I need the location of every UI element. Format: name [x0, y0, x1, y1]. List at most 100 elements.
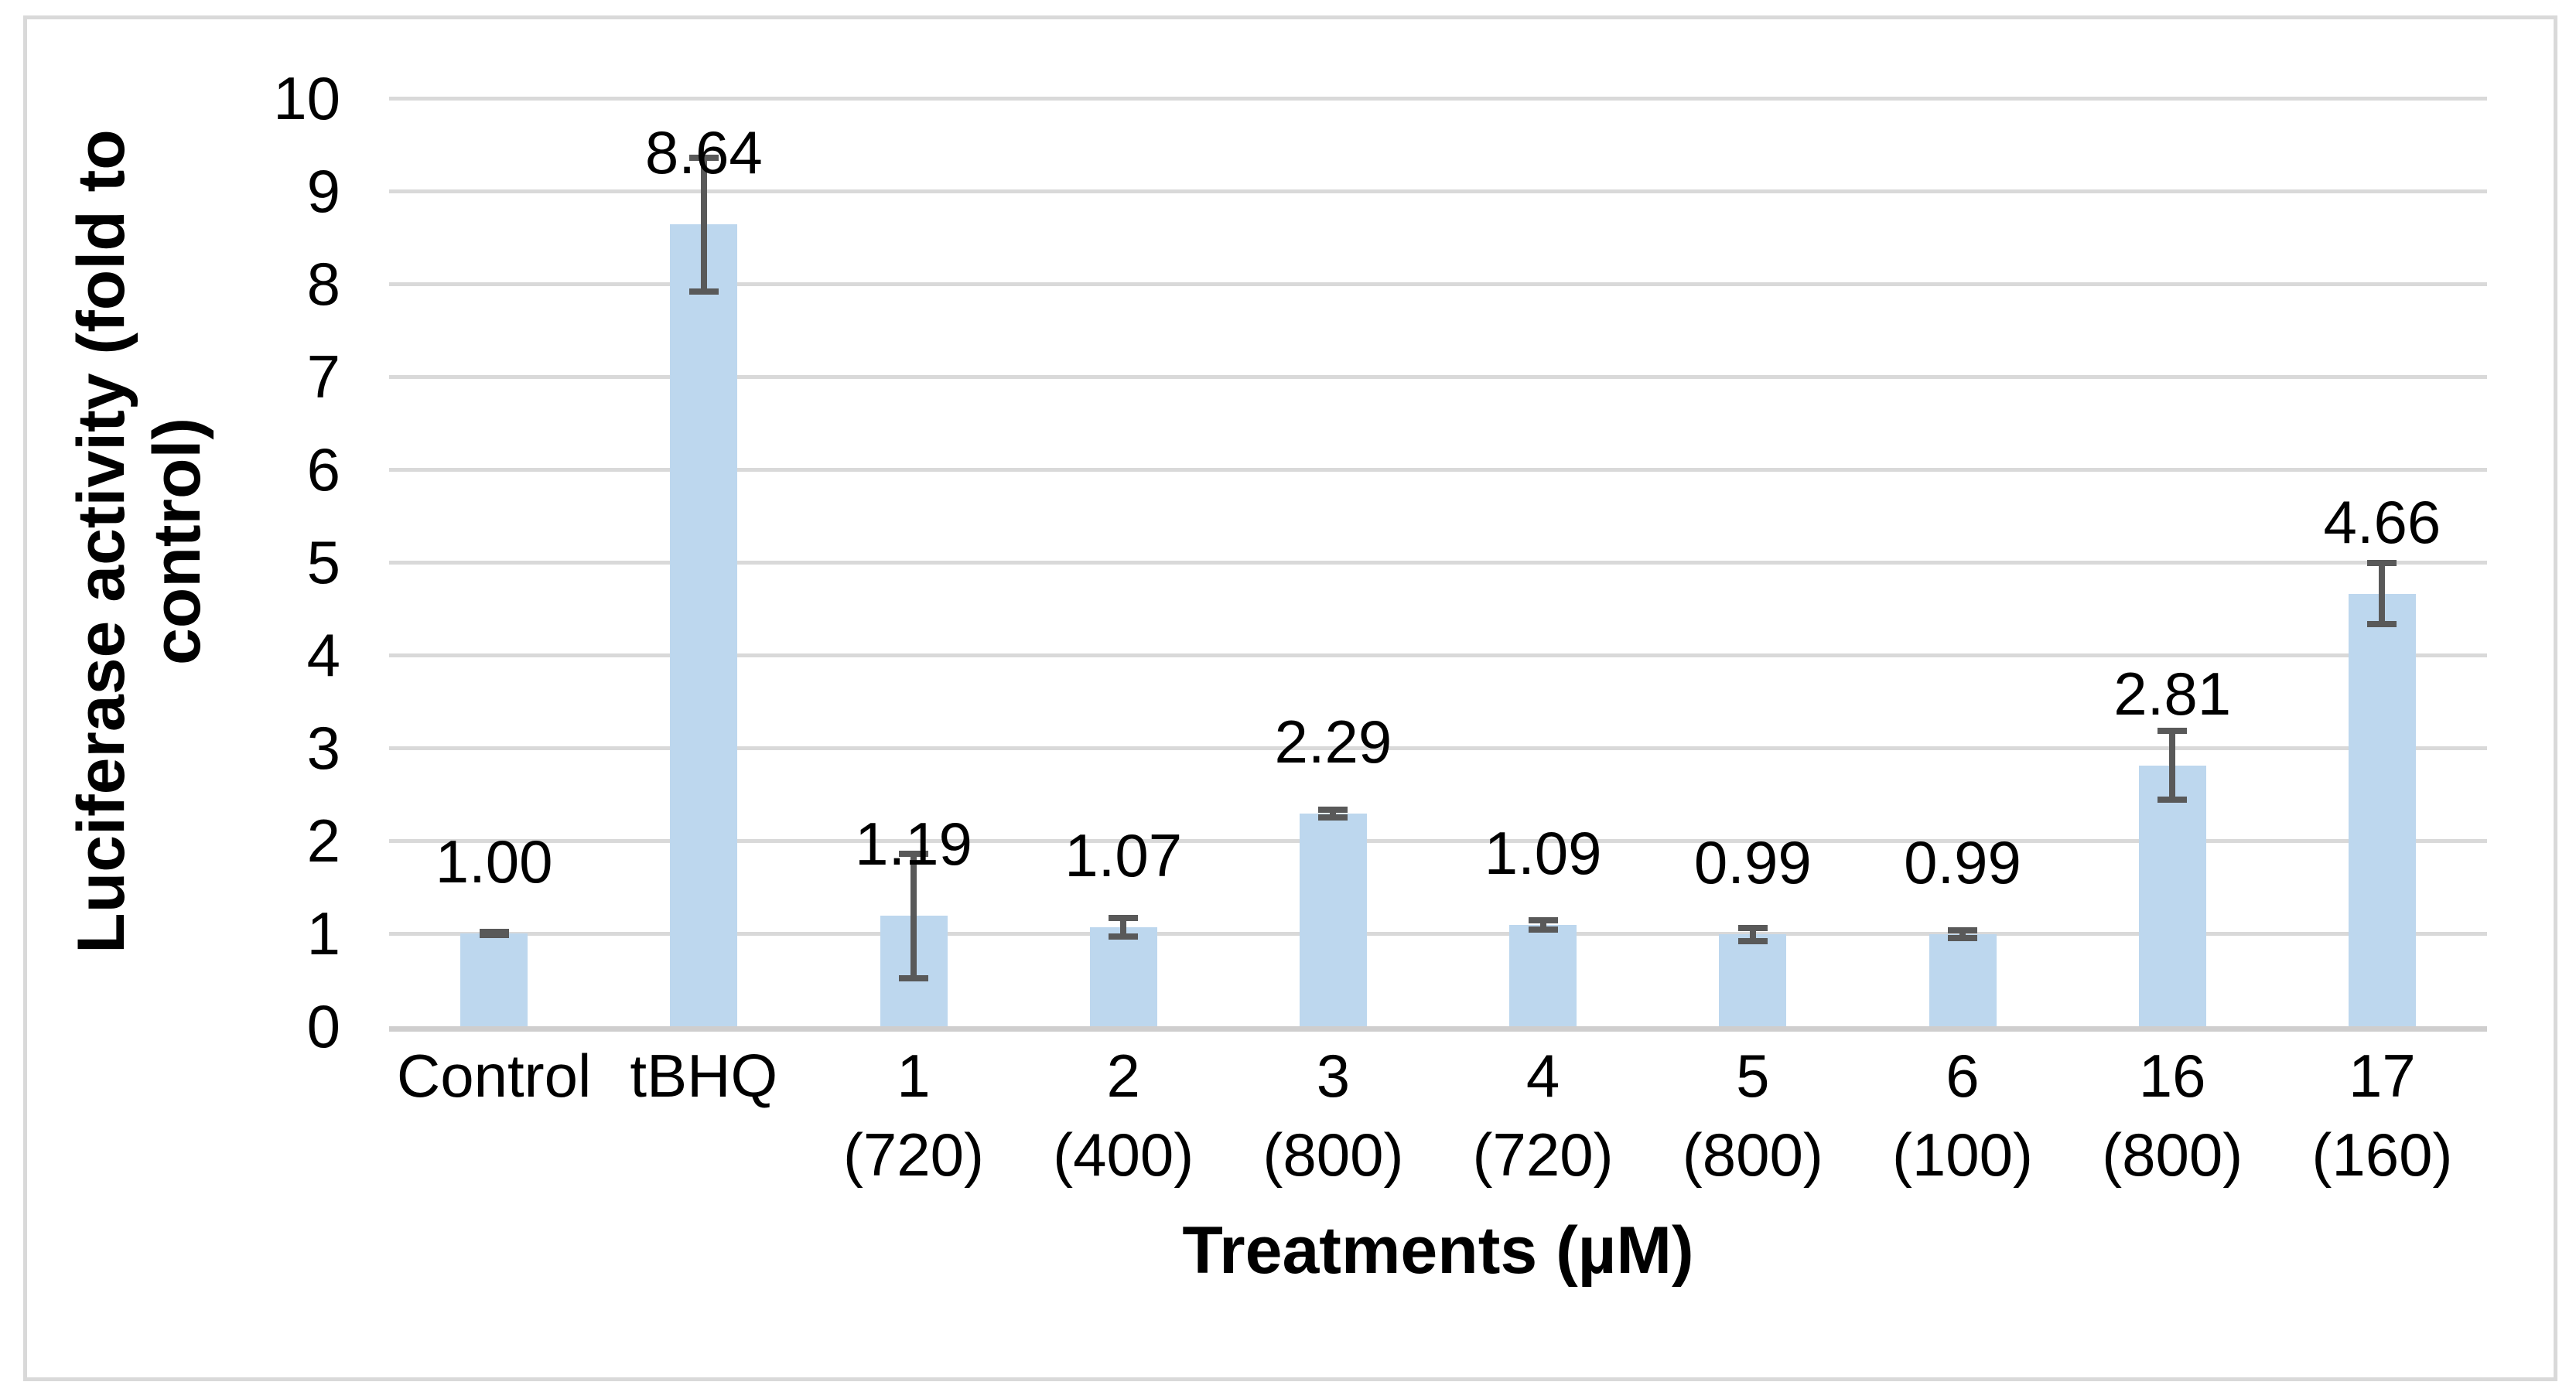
gridline	[389, 932, 2487, 936]
x-tick-label-line: (800)	[1262, 1121, 1404, 1189]
y-axis-title: Luciferase activity (fold to control)	[63, 129, 215, 954]
x-tick-label-line: 2	[1106, 1042, 1140, 1110]
x-tick-label: 16 (800)	[2068, 1036, 2277, 1194]
error-bar	[700, 157, 707, 292]
x-tick-label-line: 4	[1525, 1042, 1560, 1110]
y-tick-label: 1	[306, 899, 340, 967]
error-bar	[1959, 930, 1966, 938]
error-bar-cap-top	[2157, 728, 2188, 735]
error-bar	[910, 853, 917, 978]
error-bar-cap-bottom	[1318, 814, 1348, 821]
x-tick-label-line: 1	[897, 1042, 931, 1110]
x-tick-label-line: 16	[2138, 1042, 2206, 1110]
gridline	[389, 653, 2487, 657]
y-tick-label: 4	[306, 621, 340, 689]
error-bar-cap-bottom	[1948, 935, 1977, 941]
x-tick-label-line: (720)	[1472, 1121, 1614, 1189]
error-bar-cap-top	[1737, 924, 1768, 931]
y-tick-label: 6	[306, 435, 340, 503]
error-bar-cap-top	[688, 154, 719, 161]
error-bar-cap-bottom	[2367, 621, 2397, 628]
data-label: 8.64	[644, 118, 763, 187]
error-bar-cap-top	[899, 850, 928, 857]
gridline	[389, 746, 2487, 750]
x-tick-label: 4 (720)	[1438, 1036, 1648, 1194]
error-bar	[2379, 563, 2386, 625]
x-tick-label-line: tBHQ	[630, 1042, 778, 1110]
data-label: 1.07	[1064, 821, 1183, 889]
y-tick-label: 9	[306, 157, 340, 225]
error-bar-cap-bottom	[899, 974, 928, 981]
data-label: 4.66	[2323, 487, 2441, 556]
gridline	[389, 97, 2487, 101]
bar-4(720)	[1509, 925, 1577, 1026]
x-tick-label-line: Control	[396, 1042, 592, 1110]
error-bar-cap-top	[1948, 927, 1977, 934]
x-tick-label-line: 5	[1736, 1042, 1770, 1110]
data-label: 0.99	[1904, 828, 2021, 897]
data-label: 2.81	[2113, 659, 2232, 728]
x-tick-label-line: 6	[1946, 1042, 1980, 1110]
y-tick-label: 7	[306, 343, 340, 411]
y-tick-label: 5	[306, 528, 340, 596]
y-tick-label: 0	[306, 992, 340, 1060]
chart-frame	[23, 15, 2557, 1381]
x-tick-label-line: (720)	[842, 1121, 985, 1189]
bar-16(800)	[2138, 765, 2206, 1026]
y-tick-label: 10	[273, 64, 340, 132]
x-tick-label-line: 3	[1316, 1042, 1351, 1110]
error-bar	[1539, 920, 1546, 930]
x-tick-label: Control	[389, 1036, 599, 1115]
error-bar-cap-bottom	[1737, 937, 1768, 944]
gridline	[389, 561, 2487, 565]
x-tick-label-line: (800)	[1682, 1121, 1823, 1189]
x-tick-label-line: (160)	[2311, 1121, 2453, 1189]
x-tick-label: 5 (800)	[1648, 1036, 1857, 1194]
bar-5(800)	[1719, 934, 1787, 1026]
x-axis-title: Treatments (µM)	[1182, 1213, 1694, 1288]
error-bar-cap-bottom	[2157, 797, 2188, 804]
x-tick-label: 17 (160)	[2277, 1036, 2487, 1194]
error-bar-cap-top	[479, 928, 509, 935]
error-bar-cap-bottom	[1528, 926, 1558, 933]
x-tick-label: 2 (400)	[1019, 1036, 1228, 1194]
error-bar	[1120, 917, 1127, 937]
gridline	[389, 839, 2487, 843]
data-label: 2.29	[1274, 708, 1392, 776]
x-tick-label-line: 17	[2349, 1042, 2416, 1110]
x-tick-label-line: (100)	[1891, 1121, 2034, 1189]
bar-3(800)	[1299, 814, 1367, 1026]
error-bar	[1330, 810, 1337, 817]
gridline	[389, 468, 2487, 472]
data-label: 1.09	[1484, 819, 1602, 888]
gridline	[389, 282, 2487, 286]
error-bar-cap-top	[1528, 917, 1558, 924]
y-axis-title-line2: control)	[140, 417, 214, 666]
x-tick-label-line: (800)	[2102, 1121, 2243, 1189]
error-bar	[2169, 731, 2176, 800]
data-label: 1.19	[855, 810, 972, 879]
data-label: 1.00	[435, 827, 553, 896]
x-axis-line	[389, 1026, 2487, 1032]
x-tick-label: 6 (100)	[1857, 1036, 2067, 1194]
y-tick-label: 2	[306, 807, 340, 875]
gridline	[389, 375, 2487, 379]
error-bar-cap-top	[2367, 560, 2397, 567]
error-bar-cap-bottom	[479, 932, 509, 939]
bar-2(400)	[1089, 926, 1157, 1026]
x-tick-label-line: (400)	[1053, 1121, 1194, 1189]
gridline	[389, 189, 2487, 193]
y-axis-title-line1: Luciferase activity (fold to	[64, 129, 138, 954]
error-bar-cap-top	[1109, 914, 1139, 921]
error-bar-cap-top	[1318, 807, 1348, 814]
x-tick-label: 3 (800)	[1228, 1036, 1438, 1194]
data-label: 0.99	[1693, 828, 1812, 897]
bar-Control	[460, 933, 528, 1026]
bar-6(100)	[1929, 934, 1997, 1026]
x-tick-label: 1 (720)	[808, 1036, 1018, 1194]
error-bar	[1749, 927, 1756, 941]
bar-17(160)	[2348, 593, 2416, 1026]
y-tick-label: 8	[306, 250, 340, 318]
bar-tBHQ	[670, 224, 738, 1026]
y-tick-label: 3	[306, 714, 340, 782]
